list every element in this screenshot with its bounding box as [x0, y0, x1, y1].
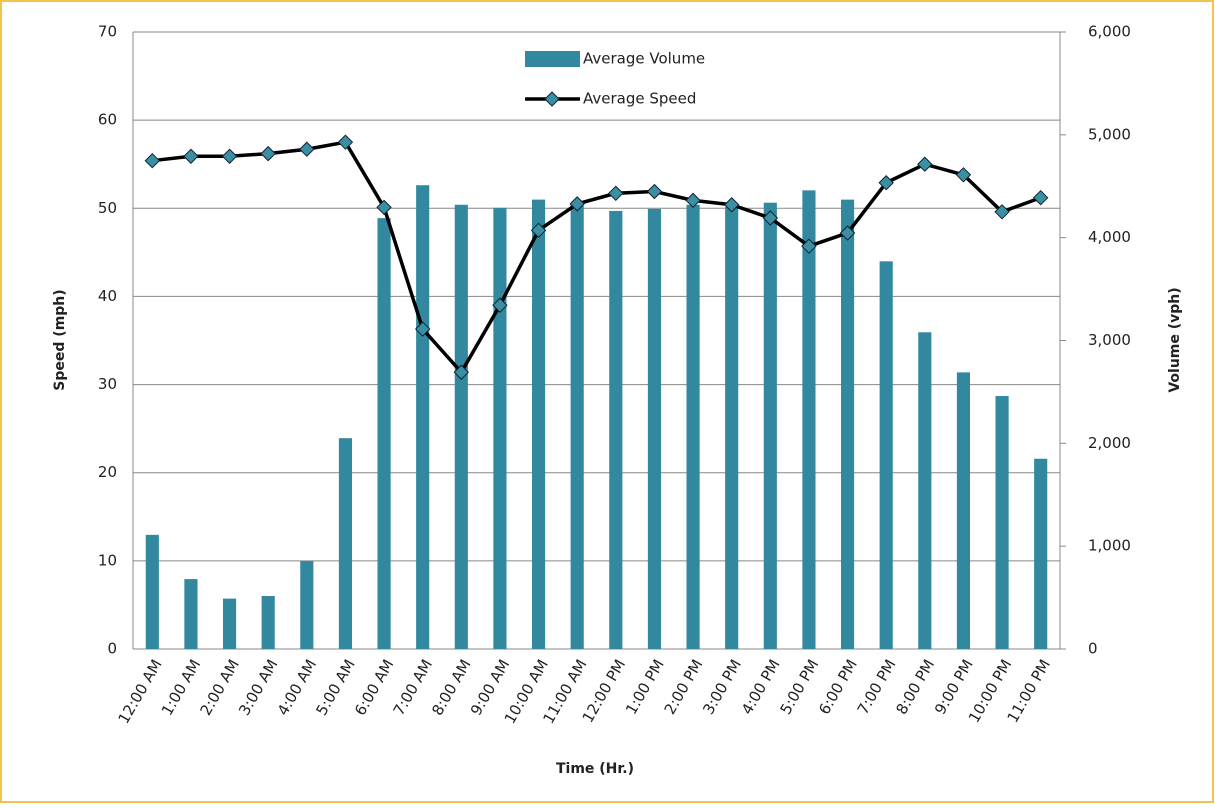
bar [609, 210, 623, 649]
bar [1034, 458, 1048, 649]
y-tick-label: 0 [107, 640, 117, 658]
bar [416, 185, 430, 649]
marker [299, 141, 315, 157]
marker [376, 199, 392, 216]
marker [994, 204, 1010, 220]
marker [685, 192, 701, 209]
marker [530, 222, 547, 239]
bar [300, 561, 314, 649]
marker [723, 197, 740, 213]
x-axis-title: Time (Hr.) [556, 761, 634, 777]
y2-tick-label: 3,000 [1088, 331, 1131, 349]
y-axis-title: Speed (mph) [52, 289, 68, 390]
marker [839, 225, 856, 241]
bar [184, 579, 198, 649]
marker [917, 156, 933, 172]
y2-tick-label: 4,000 [1088, 228, 1131, 246]
y-tick-label: 10 [98, 551, 117, 569]
y2-tick-label: 5,000 [1088, 125, 1131, 143]
marker [221, 148, 238, 164]
bar [493, 207, 507, 649]
y-tick-label: 20 [98, 463, 117, 481]
marker [337, 134, 354, 150]
marker [569, 196, 585, 212]
marker [414, 321, 431, 337]
legend-label: Average Speed [583, 90, 696, 108]
bar [763, 202, 777, 649]
y2-tick-label: 0 [1088, 640, 1098, 658]
marker [144, 152, 161, 169]
y2-tick-label: 1,000 [1088, 537, 1131, 555]
bar [531, 199, 546, 649]
marker [878, 175, 894, 191]
legend-swatch [525, 51, 580, 67]
bar [222, 598, 237, 649]
y2-tick-label: 6,000 [1088, 23, 1131, 41]
legend-label: Average Volume [583, 50, 705, 68]
y-tick-label: 60 [98, 111, 117, 129]
bar [338, 438, 353, 649]
bar [995, 396, 1009, 649]
bar [879, 261, 893, 649]
y-tick-label: 30 [98, 375, 117, 393]
marker [453, 364, 470, 380]
bar [686, 204, 700, 649]
bar [454, 204, 468, 649]
bar [570, 202, 584, 649]
bar [840, 199, 855, 649]
legend-marker [544, 91, 560, 107]
bar [956, 372, 971, 649]
bar [145, 534, 159, 649]
bar [377, 218, 391, 649]
bar [802, 190, 816, 649]
y2-tick-label: 2,000 [1088, 434, 1131, 452]
marker [260, 145, 276, 162]
bar [725, 206, 739, 650]
y2-axis-title: Volume (vph) [1167, 287, 1183, 392]
bar [918, 332, 932, 649]
marker [183, 148, 199, 164]
marker [955, 167, 972, 183]
marker [801, 238, 817, 254]
marker [646, 183, 663, 200]
y-tick-label: 50 [98, 199, 117, 217]
y-tick-label: 70 [98, 23, 117, 41]
y-tick-label: 40 [98, 287, 117, 305]
marker [492, 297, 508, 313]
bar [261, 596, 275, 649]
marker [608, 185, 624, 202]
marker [762, 210, 779, 226]
bar [647, 208, 662, 649]
marker [1032, 190, 1049, 206]
